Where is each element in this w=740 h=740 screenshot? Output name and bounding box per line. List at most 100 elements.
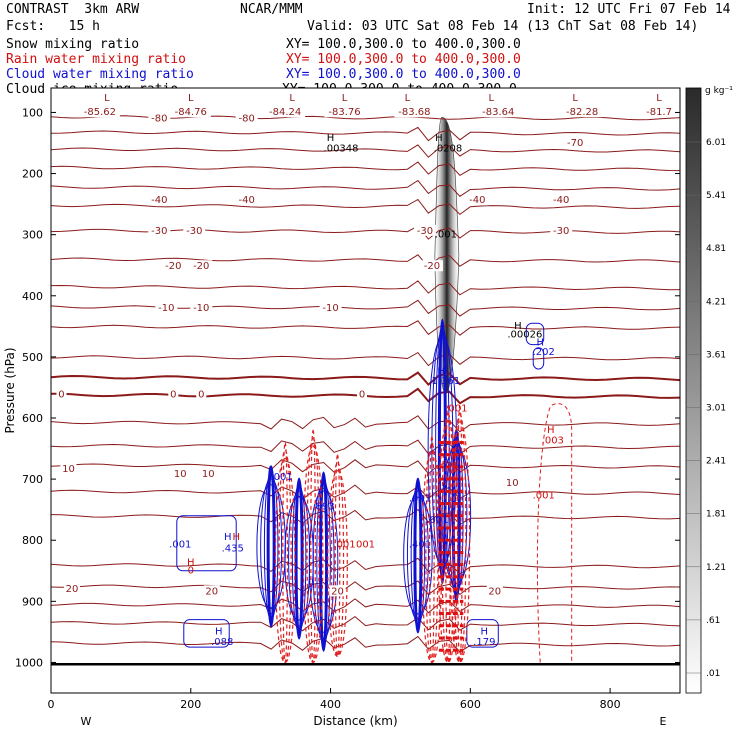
y-tick-label: 900 [22,595,43,608]
cloud-water-contour [525,322,545,346]
snow-column [434,117,460,394]
y-axis-title: Pressure (hPa) [3,347,17,433]
temperature-contour [50,459,681,475]
temperature-contour [50,299,681,317]
temperature-contour [50,161,681,177]
colorbar-unit: g kg⁻¹ [705,86,733,96]
cloud-water-contour [183,619,230,648]
temperature-contour [50,198,681,216]
colorbar-label: 4.21 [706,297,726,307]
extremum-label: L [572,93,578,104]
cloud-water-contour [532,347,545,370]
extremum-label: H [435,133,443,144]
contour-label: -80 [151,113,167,124]
rain-contour [437,421,459,664]
colorbar-label: 1.81 [706,510,726,520]
forecast-hour: Fcst: 15 h [6,19,100,34]
extremum-label: L [188,93,194,104]
temperature-contour [50,635,681,653]
field-cloudwater-name: Cloud water mixing ratio [6,67,194,82]
colorbar-label: .01 [706,669,720,679]
contour-label: 0 [170,390,176,401]
extremum-label: .088 [211,637,233,648]
contour-label: -40 [469,195,485,206]
field-rain-name: Rain water mixing ratio [6,52,187,67]
extremum-label: .202 [533,347,555,358]
extremum-label: .001 [169,539,191,550]
rain-contour [441,413,455,664]
contour-label: -10 [322,303,338,314]
contour-label: -81.7 [646,107,672,118]
temperature-contour [50,580,681,596]
cloud-water-contour [284,496,314,621]
contour-label: -83.76 [328,107,360,118]
field-snow-name: Snow mixing ratio [6,37,140,52]
rain-contour [334,454,341,657]
cloud-water-contour [256,484,286,609]
y-tick-label: 800 [22,534,43,547]
contour-label: -20 [424,261,440,272]
temperature-contour [50,225,681,240]
extremum-label: .001 [333,539,355,550]
contour-label: -83.64 [482,107,514,118]
contour-label: 10 [174,469,187,480]
contour-label: 0 [359,390,365,401]
y-tick-label: 400 [22,290,43,303]
contour-label: -30 [151,226,167,237]
contour-label: 20 [331,586,344,597]
y-tick-label: 100 [22,106,43,119]
extremum-label: .435 [222,544,244,555]
temperature-contour [50,415,681,433]
contour-label: -80 [239,113,255,124]
extremum-label: .00026 [507,330,542,341]
extremum-label: H [224,532,232,543]
cloud-water-contour [431,331,454,572]
extremum-label: H [215,627,223,638]
cloud-water-contour [451,428,461,603]
rain-contour [274,457,296,664]
extremum-label: 1.361 [432,376,461,387]
contour-label: 20 [66,584,79,595]
contour-label: -84.24 [269,107,301,118]
contour-label: -70 [567,138,583,149]
x-axis-title: Distance (km) [313,714,397,728]
contour-label: 0 [58,390,64,401]
contour-label: -40 [151,195,167,206]
colorbar-label: 1.21 [706,563,726,573]
extremum-label: H [547,425,555,436]
contour-label: -10 [193,303,209,314]
extremum-label: H [536,338,544,349]
x-tick-label: 200 [180,698,201,711]
org-label: NCAR/MMM [240,2,303,17]
west-label: W [81,715,92,728]
contour-label: -30 [186,226,202,237]
contour-label: 10 [202,469,215,480]
extremum-label: .001 [426,515,448,526]
x-tick-label: 400 [320,698,341,711]
extremum-label: 0 [188,566,194,577]
extremum-label: .001 [445,404,467,415]
temperature-contour [50,557,681,575]
temperature-contour [50,351,681,367]
extremum-label: H [514,321,522,332]
x-tick-label: 600 [460,698,481,711]
cloud-water-contour [266,465,276,628]
cloud-water-contour [263,472,279,621]
temperature-contour [50,280,681,296]
y-tick-label: 1000 [15,656,43,669]
model-title: CONTRAST 3km ARW [6,2,140,17]
y-tick-label: 600 [22,412,43,425]
extremum-label: H [232,532,240,543]
colorbar [685,87,702,694]
contour-label: -30 [417,226,433,237]
extremum-label: .001 [271,472,293,483]
extremum-label: 001 [356,539,375,550]
temperature-contour [50,598,681,614]
rain-contour [445,405,451,664]
rain-contour [453,413,467,664]
colorbar-label: 2.41 [706,457,726,467]
temperature-contour [50,439,681,455]
rain-contour [457,405,463,664]
contour-label: 0 [198,390,204,401]
